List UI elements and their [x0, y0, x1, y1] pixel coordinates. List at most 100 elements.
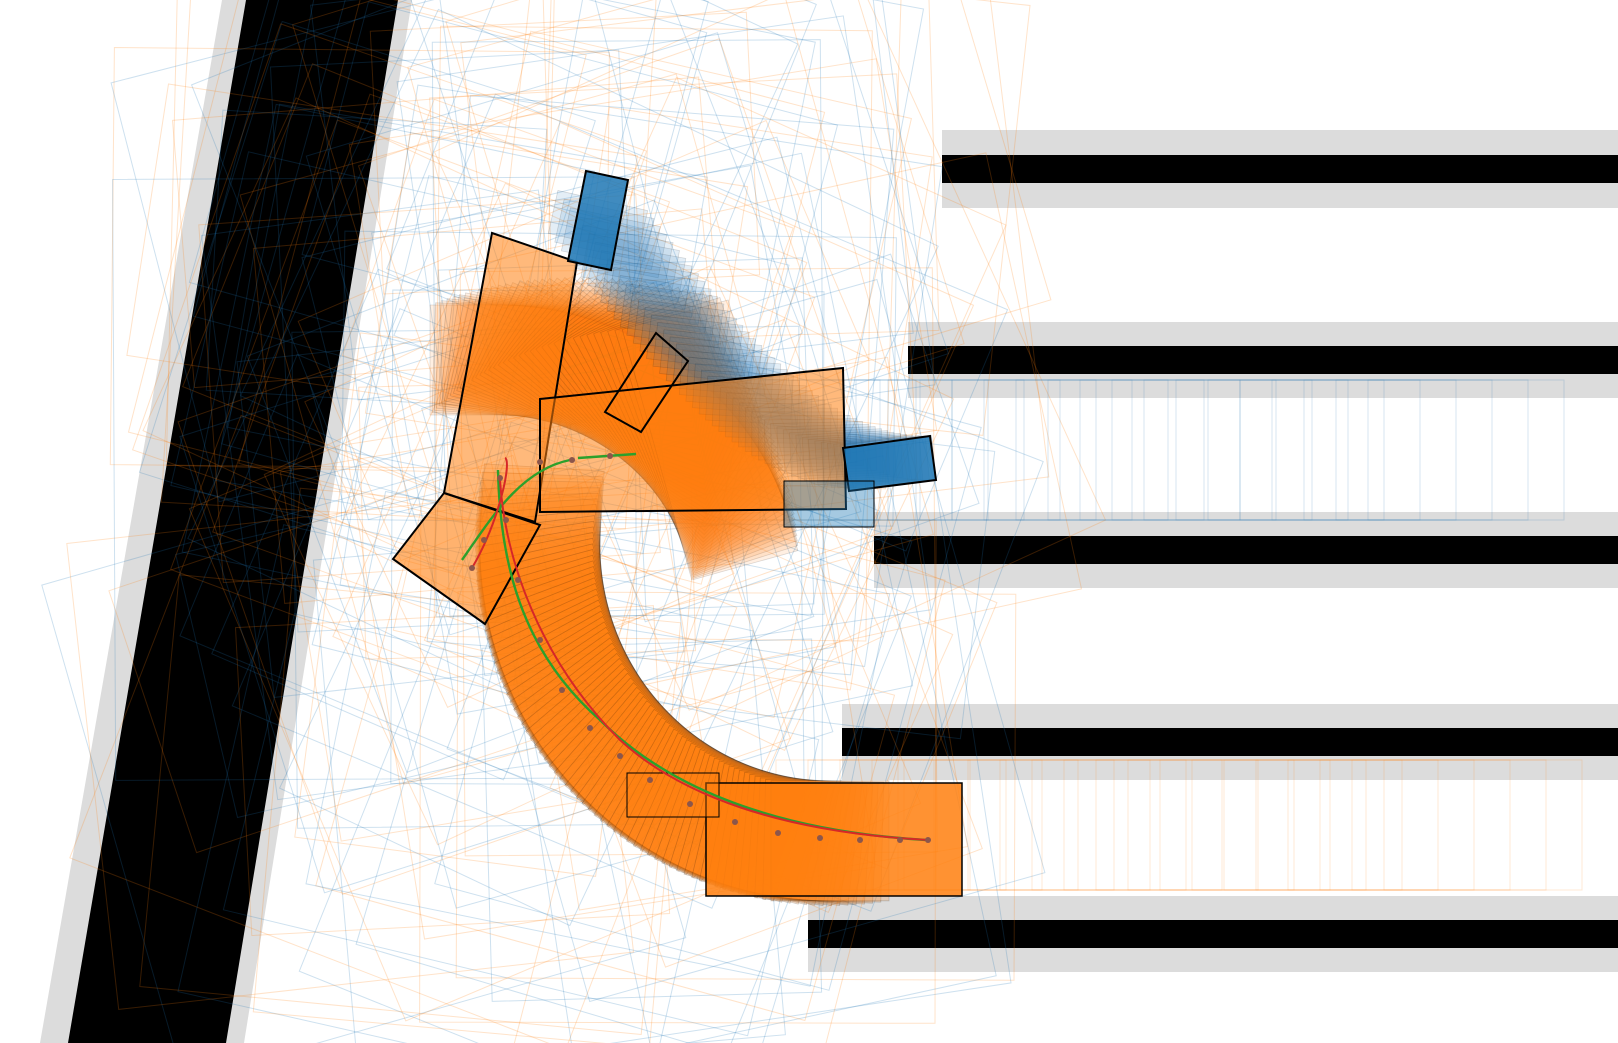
faint-footprint [466, 318, 983, 968]
trailer-footprint [529, 657, 699, 827]
executed-path [471, 457, 929, 841]
faint-footprint [369, 11, 761, 295]
trailer-footprint [513, 637, 681, 805]
faint-footprint [556, 253, 980, 623]
waypoint-dot [775, 830, 781, 836]
faint-slot-footprint [1143, 379, 1313, 521]
faint-footprint [312, 522, 786, 1043]
trailer-footprint [488, 594, 650, 754]
faint-footprint [239, 0, 799, 547]
faint-footprint [426, 95, 895, 676]
faint-footprint [439, 0, 936, 445]
faint-footprint [171, 76, 722, 389]
faint-footprint [181, 103, 596, 620]
faint-footprint [190, 0, 804, 510]
faint-footprint [305, 490, 891, 987]
faint-slot-footprint [1047, 379, 1205, 521]
faint-footprint [291, 0, 965, 506]
slot-line-3 [874, 536, 1618, 564]
faint-footprint [198, 194, 661, 584]
trailer-footprint [516, 642, 686, 811]
waypoint-dot [857, 837, 863, 843]
faint-footprint [211, 268, 671, 781]
waypoint-dot [607, 453, 613, 459]
faint-footprint [481, 638, 823, 1002]
trajectory-paths [461, 452, 931, 843]
waypoint-dot [687, 801, 693, 807]
faint-slot-footprint [1191, 759, 1367, 891]
trailer-footprint [569, 695, 738, 864]
faint-footprint [340, 230, 897, 527]
faint-footprint [200, 189, 616, 801]
faint-footprint [513, 397, 996, 740]
faint-footprint [212, 93, 671, 641]
faint-footprint [278, 279, 811, 927]
faint-slot-footprint [1271, 379, 1457, 521]
waypoint-dot [587, 725, 593, 731]
faint-footprint [335, 182, 955, 751]
faint-footprint [66, 485, 635, 1010]
faint-slot-footprint [1367, 379, 1565, 521]
trailer-footprint [499, 615, 665, 781]
slot-line-1 [942, 155, 1618, 183]
faint-slot-footprint [999, 759, 1151, 891]
faint-footprint [238, 0, 826, 585]
faint-footprint [433, 25, 873, 642]
waypoint-dot [559, 687, 565, 693]
tractor-footprint [593, 250, 693, 311]
faint-slot-footprint [1239, 379, 1421, 521]
faint-footprint [348, 58, 938, 517]
faint-footprint [252, 208, 734, 604]
faint-footprint [234, 605, 671, 937]
faint-footprint [110, 0, 694, 503]
faint-slot-footprint [1159, 759, 1331, 891]
faint-footprint [433, 0, 1107, 711]
faint-slot-footprint [1207, 379, 1385, 521]
waypoint-dot [537, 459, 543, 465]
trailer-footprint [558, 686, 728, 856]
tractor-pose-hitch [603, 331, 690, 434]
faint-footprint [419, 518, 937, 1024]
trailer-footprint [525, 652, 695, 822]
parking-slot-lines [808, 130, 1618, 972]
faint-footprint [41, 440, 687, 1043]
faint-slot-footprint [1319, 759, 1511, 891]
faint-slot-footprint [1287, 759, 1475, 891]
faint-footprint [214, 103, 708, 554]
waypoint-dot [569, 457, 575, 463]
waypoint-dot [647, 777, 653, 783]
faint-slot-footprint [1063, 759, 1223, 891]
tractor-footprint [606, 266, 706, 326]
waypoint-dot [537, 637, 543, 643]
slot-line-5 [808, 920, 1618, 948]
tractor-footprint [639, 306, 737, 363]
waypoint-dot [817, 835, 823, 841]
faint-footprint [227, 0, 816, 527]
key-poses [391, 169, 963, 897]
wall-body [68, 0, 398, 1043]
faint-footprint [69, 414, 738, 1043]
faint-slot-footprint [1095, 759, 1259, 891]
faint-footprint [513, 504, 946, 1043]
waypoint-dot [497, 475, 503, 481]
faint-footprint [169, 119, 816, 748]
faint-slot-footprint [951, 379, 1097, 521]
waypoint-dot [503, 517, 509, 523]
faint-slot-footprint [1383, 759, 1583, 891]
faint-footprint [386, 0, 817, 382]
faint-slot-footprint [1111, 379, 1277, 521]
faint-footprint [175, 481, 546, 819]
faint-footprint [139, 574, 682, 1036]
faint-slot-footprint [983, 379, 1133, 521]
faint-footprint [298, 435, 912, 1043]
faint-slot-footprint [1255, 759, 1439, 891]
trailer-footprint [484, 582, 643, 740]
faint-footprint [549, 509, 954, 914]
faint-footprint [108, 454, 602, 854]
trailer-footprint [533, 662, 704, 833]
faint-footprint [311, 175, 790, 735]
trailer-footprint [486, 588, 646, 747]
waypoint-dot [515, 577, 521, 583]
tractor-footprint [613, 275, 712, 334]
